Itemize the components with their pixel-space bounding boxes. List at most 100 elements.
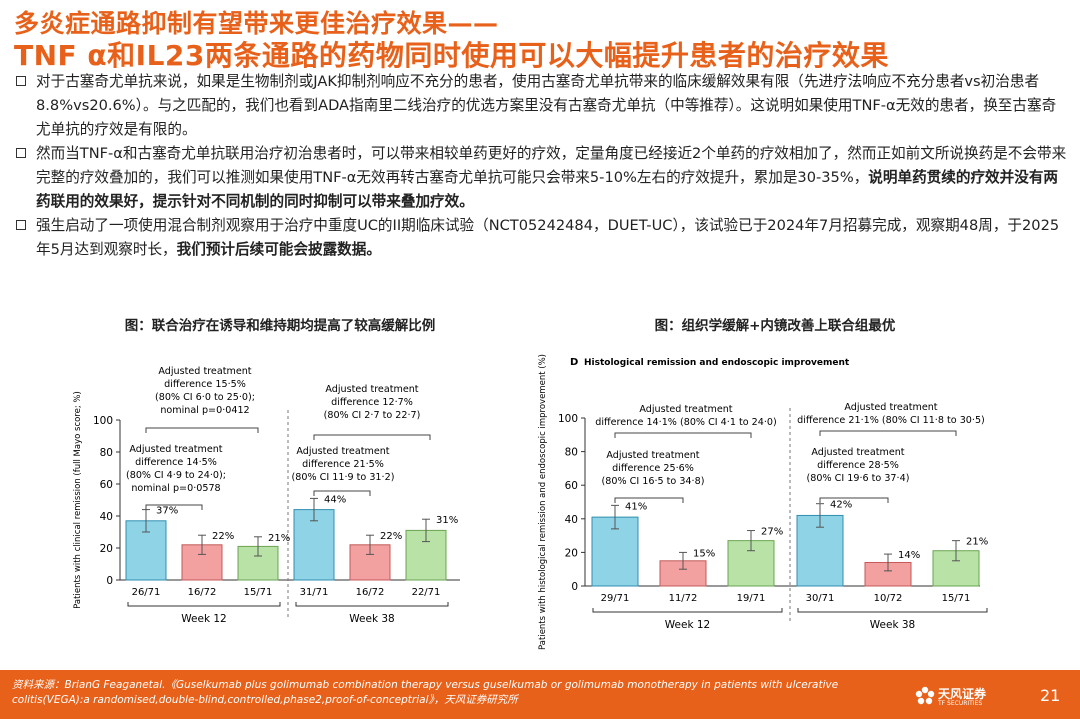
annotation-text: difference 14·1% (80% CI 4·1 to 24·0) bbox=[595, 417, 777, 428]
y-tick-label: 80 bbox=[100, 447, 113, 459]
bullet-text: 强生启动了一项使用混合制剂观察用于治疗中重度UC的II期临床试验（NCT0524… bbox=[36, 217, 1060, 258]
data-label: 22% bbox=[380, 531, 402, 542]
bullet-bold-text: 我们预计后续可能会披露数据。 bbox=[176, 241, 381, 258]
footer-bar: 资料来源：BrianG Feaganetal.《Guselkumab plus … bbox=[0, 670, 1080, 719]
group-label: Week 12 bbox=[665, 619, 710, 631]
bar bbox=[125, 520, 167, 581]
n-label: 31/71 bbox=[300, 587, 329, 598]
bullet-list: 对于古塞奇尤单抗来说，如果是生物制剂或JAK抑制剂响应不充分的患者，使用古塞奇尤… bbox=[14, 70, 1069, 262]
n-label: 16/72 bbox=[188, 587, 217, 598]
y-tick-label: 40 bbox=[565, 514, 578, 526]
n-label: 22/71 bbox=[412, 587, 441, 598]
y-tick-label: 0 bbox=[571, 581, 578, 593]
annotation-text: difference 25·6% bbox=[612, 463, 694, 474]
n-label: 11/72 bbox=[669, 593, 698, 604]
annotation-text: (80% CI 6·0 to 25·0); bbox=[155, 392, 255, 403]
square-bullet-icon bbox=[16, 76, 26, 86]
annotation-text: Adjusted treatment bbox=[844, 402, 937, 413]
y-axis-label: Patients with histological remission and… bbox=[538, 354, 548, 650]
slide-title-line-2: TNF α和IL23两条通路的药物同时使用可以大幅提升患者的治疗效果 bbox=[14, 39, 889, 72]
annotation-text: nominal p=0·0578 bbox=[131, 483, 220, 494]
annotation-text: nominal p=0·0412 bbox=[160, 405, 249, 416]
right-figure-caption: 图：组织学缓解+内镜改善上联合组最优 bbox=[654, 318, 896, 334]
annotation-bracket bbox=[145, 427, 259, 433]
n-label: 10/72 bbox=[874, 593, 903, 604]
square-bullet-icon bbox=[16, 220, 26, 230]
group-label: Week 38 bbox=[349, 613, 394, 625]
data-label: 44% bbox=[324, 494, 346, 505]
slide-title-line-1: 多炎症通路抑制有望带来更佳治疗效果—— bbox=[14, 9, 499, 38]
annotation-text: Adjusted treatment bbox=[129, 444, 222, 455]
y-tick-label: 60 bbox=[100, 479, 113, 491]
n-label: 26/71 bbox=[132, 587, 161, 598]
annotation-text: Adjusted treatment bbox=[158, 366, 251, 377]
group-bracket bbox=[295, 602, 449, 607]
annotation-text: difference 21·5% bbox=[302, 459, 384, 470]
n-label: 16/72 bbox=[356, 587, 385, 598]
bullet-text: 对于古塞奇尤单抗来说，如果是生物制剂或JAK抑制剂响应不充分的患者，使用古塞奇尤… bbox=[36, 73, 1057, 138]
chart-title: Histological remission and endoscopic im… bbox=[584, 358, 850, 368]
data-label: 21% bbox=[268, 533, 290, 544]
data-label: 14% bbox=[898, 550, 920, 561]
annotation-text: Adjusted treatment bbox=[296, 446, 389, 457]
y-tick-label: 100 bbox=[93, 415, 113, 427]
group-bracket bbox=[127, 602, 281, 607]
bullet-text: 然而当TNF-α和古塞奇尤单抗联用治疗初治患者时，可以带来相较单药更好的疗效，定… bbox=[36, 145, 1067, 186]
page-number: 21 bbox=[1040, 686, 1061, 705]
y-tick-label: 60 bbox=[565, 480, 578, 492]
annotation-bracket bbox=[614, 432, 752, 438]
data-label: 42% bbox=[830, 500, 852, 511]
annotation-text: (80% CI 4·9 to 24·0); bbox=[126, 470, 226, 481]
group-bracket bbox=[592, 608, 783, 613]
data-label: 41% bbox=[625, 501, 647, 512]
n-label: 19/71 bbox=[737, 593, 766, 604]
n-label: 15/71 bbox=[244, 587, 273, 598]
annotation-bracket bbox=[313, 434, 431, 440]
bullet-item: 然而当TNF-α和古塞奇尤单抗联用治疗初治患者时，可以带来相较单药更好的疗效，定… bbox=[14, 142, 1069, 214]
left-figure-caption: 图：联合治疗在诱导和维持期均提高了较高缓解比例 bbox=[124, 318, 436, 334]
logo-text: 天风证券 bbox=[938, 687, 987, 701]
group-label: Week 38 bbox=[870, 619, 915, 631]
annotation-text: Adjusted treatment bbox=[639, 404, 732, 415]
y-tick-label: 0 bbox=[106, 575, 113, 587]
annotation-text: (80% CI 11·9 to 31·2) bbox=[292, 472, 395, 483]
n-label: 29/71 bbox=[601, 593, 630, 604]
y-tick-label: 80 bbox=[565, 447, 578, 459]
annotation-text: difference 28·5% bbox=[817, 460, 899, 471]
histological-remission-chart: D Histological remission and endoscopic i… bbox=[538, 354, 988, 650]
annotation-text: (80% CI 16·5 to 34·8) bbox=[602, 476, 705, 487]
bullet-item: 对于古塞奇尤单抗来说，如果是生物制剂或JAK抑制剂响应不充分的患者，使用古塞奇尤… bbox=[14, 70, 1069, 142]
annotation-text: difference 15·5% bbox=[164, 379, 246, 390]
group-label: Week 12 bbox=[181, 613, 226, 625]
annotation-text: Adjusted treatment bbox=[325, 384, 418, 395]
bar bbox=[293, 509, 335, 581]
y-tick-label: 20 bbox=[565, 547, 578, 559]
data-label: 37% bbox=[156, 506, 178, 517]
y-axis-label: Patients with clinical remission (full M… bbox=[73, 391, 83, 609]
clinical-remission-chart: 0 20 40 60 80 100 Patients with clinical remis… bbox=[73, 366, 460, 625]
n-label: 15/71 bbox=[942, 593, 971, 604]
group-bracket bbox=[797, 608, 988, 613]
panel-letter: D bbox=[570, 357, 578, 368]
data-label: 31% bbox=[436, 515, 458, 526]
data-label: 22% bbox=[212, 531, 234, 542]
annotation-bracket bbox=[819, 430, 957, 436]
source-note: 资料来源：BrianG Feaganetal.《Guselkumab plus … bbox=[12, 679, 839, 706]
bullet-item: 强生启动了一项使用混合制剂观察用于治疗中重度UC的II期临床试验（NCT0524… bbox=[14, 214, 1069, 262]
y-tick-label: 40 bbox=[100, 511, 113, 523]
n-label: 30/71 bbox=[806, 593, 835, 604]
annotation-text: difference 14·5% bbox=[135, 457, 217, 468]
square-bullet-icon bbox=[16, 148, 26, 158]
annotation-text: difference 12·7% bbox=[331, 397, 413, 408]
annotation-bracket bbox=[313, 490, 371, 496]
annotation-bracket bbox=[614, 497, 684, 503]
y-tick-label: 20 bbox=[100, 543, 113, 555]
y-tick-label: 100 bbox=[558, 413, 578, 425]
logo-subtext: TF SECURITIES bbox=[938, 700, 983, 707]
annotation-text: Adjusted treatment bbox=[811, 447, 904, 458]
data-label: 21% bbox=[966, 537, 988, 548]
annotation-bracket bbox=[819, 497, 889, 503]
annotation-text: (80% CI 19·6 to 37·4) bbox=[807, 473, 910, 484]
bullet-bold-text: 说明单药贯续的疗效并没有两药联用的效果好，提示针对不同机制的同时抑制可以带来叠加… bbox=[36, 169, 1059, 210]
data-label: 27% bbox=[761, 527, 783, 538]
